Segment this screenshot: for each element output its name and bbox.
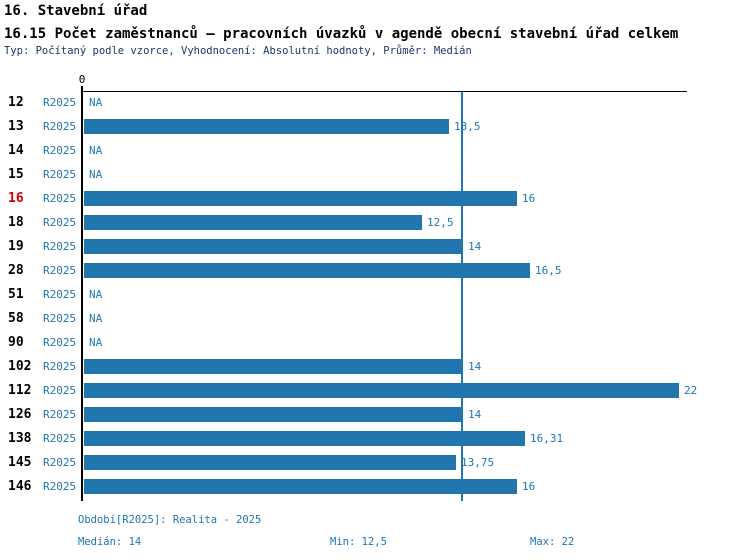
bar-16 [84, 191, 517, 206]
bar-value-label: 14 [468, 240, 482, 253]
bar-value-label: 13,75 [461, 456, 495, 469]
row-period-label: R2025 [43, 192, 77, 205]
row-period-label: R2025 [43, 96, 77, 109]
bar-28 [84, 263, 530, 278]
report-title: 16. Stavební úřad [4, 3, 148, 19]
row-period-label: R2025 [43, 312, 77, 325]
bar-value-label: 16,31 [530, 432, 564, 445]
bar-value-label: 16 [522, 480, 536, 493]
row-period-label: R2025 [43, 432, 77, 445]
row-period-label: R2025 [43, 456, 77, 469]
row-label-146: 146 [8, 479, 32, 494]
bar-value-label: 22 [684, 384, 698, 397]
row-period-label: R2025 [43, 288, 77, 301]
bar-value-label: 13,5 [454, 120, 481, 133]
na-value-label: NA [89, 144, 103, 157]
row-period-label: R2025 [43, 384, 77, 397]
row-label-12: 12 [8, 95, 24, 110]
bar-126 [84, 407, 463, 422]
na-value-label: NA [89, 336, 103, 349]
top-axis-line [81, 91, 687, 92]
row-period-label: R2025 [43, 120, 77, 133]
row-label-58: 58 [8, 311, 24, 326]
bar-value-label: 16,5 [535, 264, 562, 277]
footer-max-label: Max: 22 [530, 536, 575, 548]
footer-min-label: Min: 12,5 [330, 536, 387, 548]
row-label-138: 138 [8, 431, 32, 446]
row-period-label: R2025 [43, 216, 77, 229]
row-period-label: R2025 [43, 240, 77, 253]
row-label-13: 13 [8, 119, 24, 134]
row-label-102: 102 [8, 359, 32, 374]
bar-102 [84, 359, 463, 374]
row-period-label: R2025 [43, 144, 77, 157]
row-label-28: 28 [8, 263, 24, 278]
bar-13 [84, 119, 449, 134]
bar-value-label: 14 [468, 408, 482, 421]
bar-value-label: 14 [468, 360, 482, 373]
row-label-14: 14 [8, 143, 24, 158]
row-label-90: 90 [8, 335, 24, 350]
na-value-label: NA [89, 168, 103, 181]
row-period-label: R2025 [43, 168, 77, 181]
y-axis-line [81, 86, 83, 501]
bar-138 [84, 431, 525, 446]
row-label-16: 16 [8, 191, 24, 206]
footer-period-label: Období[R2025]: Realita - 2025 [78, 514, 262, 526]
bar-145 [84, 455, 456, 470]
row-label-19: 19 [8, 239, 24, 254]
bar-19 [84, 239, 463, 254]
row-label-126: 126 [8, 407, 32, 422]
report-subtitle: 16.15 Počet zaměstnanců – pracovních úva… [4, 26, 679, 42]
na-value-label: NA [89, 96, 103, 109]
bar-112 [84, 383, 679, 398]
na-value-label: NA [89, 312, 103, 325]
report-meta-line: Typ: Počítaný podle vzorce, Vyhodnocení:… [4, 45, 472, 57]
row-label-145: 145 [8, 455, 32, 470]
bar-146 [84, 479, 517, 494]
median-reference-line [460, 91, 463, 501]
row-label-15: 15 [8, 167, 24, 182]
bar-value-label: 12,5 [427, 216, 454, 229]
footer-median-label: Medián: 14 [78, 536, 142, 548]
row-period-label: R2025 [43, 264, 77, 277]
row-period-label: R2025 [43, 480, 77, 493]
row-period-label: R2025 [43, 408, 77, 421]
row-label-112: 112 [8, 383, 32, 398]
bar-18 [84, 215, 422, 230]
row-period-label: R2025 [43, 360, 77, 373]
row-label-18: 18 [8, 215, 24, 230]
bar-value-label: 16 [522, 192, 536, 205]
na-value-label: NA [89, 288, 103, 301]
row-period-label: R2025 [43, 336, 77, 349]
row-label-51: 51 [8, 287, 24, 302]
zero-tick-label: 0 [78, 73, 86, 86]
